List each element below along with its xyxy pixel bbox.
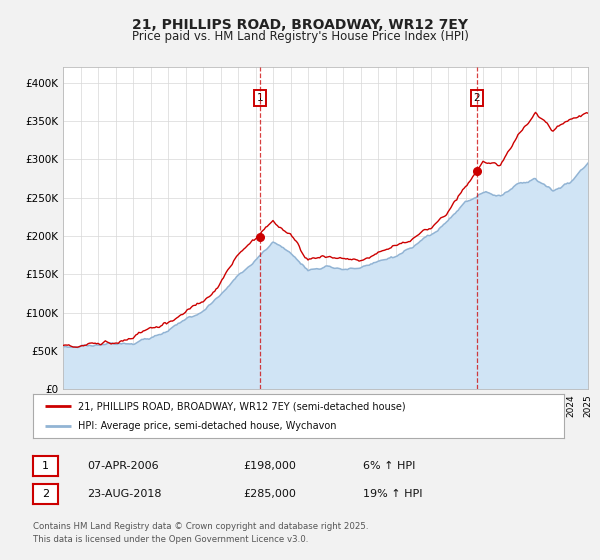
Text: Contains HM Land Registry data © Crown copyright and database right 2025.
This d: Contains HM Land Registry data © Crown c…	[33, 522, 368, 544]
Text: £198,000: £198,000	[243, 461, 296, 471]
Text: 19% ↑ HPI: 19% ↑ HPI	[363, 489, 422, 499]
Text: 1: 1	[257, 93, 263, 103]
Text: 21, PHILLIPS ROAD, BROADWAY, WR12 7EY (semi-detached house): 21, PHILLIPS ROAD, BROADWAY, WR12 7EY (s…	[78, 401, 406, 411]
Text: 23-AUG-2018: 23-AUG-2018	[87, 489, 161, 499]
Text: 1: 1	[42, 461, 49, 471]
Text: HPI: Average price, semi-detached house, Wychavon: HPI: Average price, semi-detached house,…	[78, 421, 337, 431]
Text: Price paid vs. HM Land Registry's House Price Index (HPI): Price paid vs. HM Land Registry's House …	[131, 30, 469, 44]
Text: 21, PHILLIPS ROAD, BROADWAY, WR12 7EY: 21, PHILLIPS ROAD, BROADWAY, WR12 7EY	[132, 18, 468, 32]
Text: 2: 2	[473, 93, 480, 103]
Text: £285,000: £285,000	[243, 489, 296, 499]
Text: 07-APR-2006: 07-APR-2006	[87, 461, 158, 471]
Text: 6% ↑ HPI: 6% ↑ HPI	[363, 461, 415, 471]
Text: 2: 2	[42, 489, 49, 499]
